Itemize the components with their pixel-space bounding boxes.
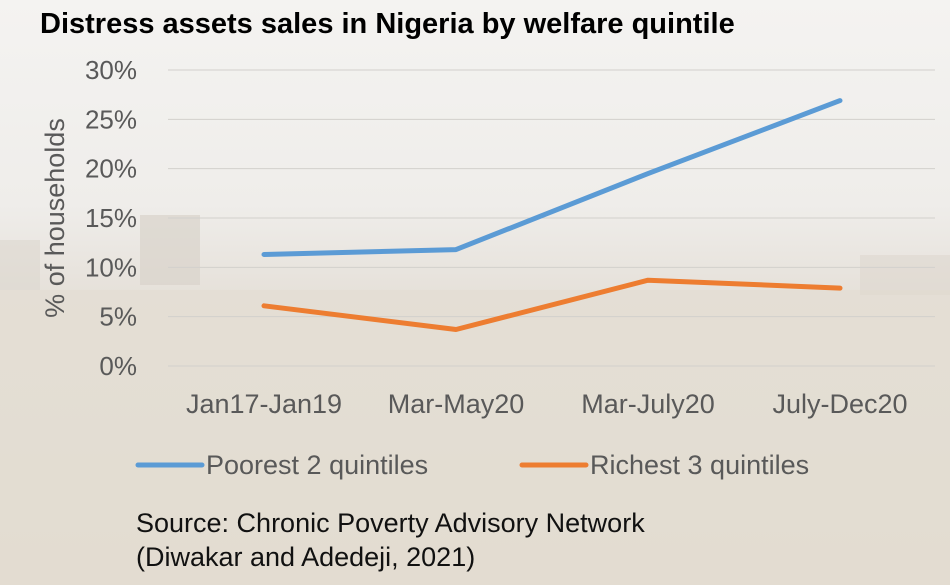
- series-line-2: [261, 277, 843, 332]
- y-tick-label: 20%: [85, 154, 137, 184]
- y-tick-label: 30%: [85, 55, 137, 85]
- y-tick-label: 15%: [85, 203, 137, 233]
- source-line-2: (Diwakar and Adedeji, 2021): [136, 542, 476, 572]
- y-tick-label: 5%: [99, 302, 137, 332]
- y-axis-label: % of households: [40, 118, 70, 318]
- series-line-1: [261, 98, 843, 257]
- legend-label-2: Richest 3 quintiles: [590, 450, 809, 480]
- legend: Poorest 2 quintiles Richest 3 quintiles: [135, 450, 809, 480]
- x-tick-label: Mar-July20: [581, 389, 715, 419]
- y-tick-label: 0%: [99, 351, 137, 381]
- x-axis-ticks: Jan17-Jan19 Mar-May20 Mar-July20 July-Dec20: [186, 389, 908, 419]
- y-axis-ticks: 0% 5% 10% 15% 20% 25% 30%: [85, 55, 137, 381]
- source-line-1: Source: Chronic Poverty Advisory Network: [136, 508, 645, 538]
- chart-title: Distress assets sales in Nigeria by welf…: [40, 8, 735, 40]
- x-tick-label: Mar-May20: [388, 389, 525, 419]
- y-axis-label-group: % of households: [40, 118, 70, 318]
- x-tick-label: July-Dec20: [772, 389, 907, 419]
- series-lines: [261, 98, 843, 332]
- y-tick-label: 25%: [85, 104, 137, 134]
- gridlines: [168, 69, 935, 367]
- legend-label-1: Poorest 2 quintiles: [206, 450, 428, 480]
- y-tick-label: 10%: [85, 252, 137, 282]
- x-tick-label: Jan17-Jan19: [186, 389, 342, 419]
- source-note: Source: Chronic Poverty Advisory Network…: [136, 506, 645, 574]
